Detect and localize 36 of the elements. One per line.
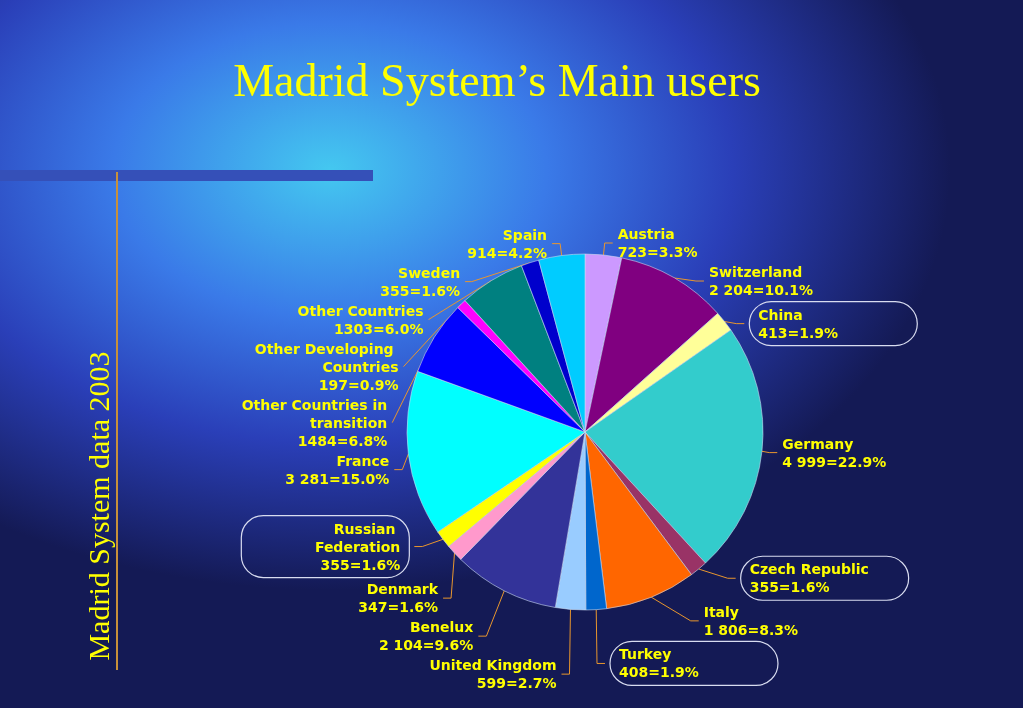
slice-label: Russian Federation: [314, 520, 401, 555]
data-label: 914=4.2%: [467, 244, 548, 261]
data-label: 1484=6.8%: [297, 432, 388, 449]
data-label: 408=1.9%: [618, 664, 699, 681]
slice-label: Other Countries in transition: [241, 396, 388, 431]
chart-title: Madrid System’s Main users: [233, 54, 761, 106]
data-label: 413=1.9%: [758, 324, 839, 341]
slice-label: Czech Republic: [749, 561, 869, 578]
data-label: 1 806=8.3%: [703, 621, 799, 638]
text: Madrid System data 2003: [81, 351, 115, 661]
slice-label: Other Developing Countries: [254, 340, 399, 375]
slice-label: Denmark: [366, 581, 439, 598]
slice-label: France: [336, 452, 390, 469]
data-label: 723=3.3%: [617, 244, 698, 261]
slice-label: Switzerland: [708, 264, 803, 281]
data-label: 4 999=22.9%: [782, 453, 887, 470]
slice-label: Other Countries: [297, 302, 424, 319]
data-label: 347=1.6%: [358, 599, 439, 616]
data-label: 2 104=9.6%: [378, 637, 474, 654]
data-label: 355=1.6%: [320, 556, 401, 573]
data-label: 1303=6.0%: [333, 320, 424, 337]
data-label: 599=2.7%: [476, 675, 557, 692]
slice-label: China: [758, 306, 803, 323]
slice-label: Spain: [502, 226, 548, 243]
slice-label: Turkey: [618, 646, 672, 663]
slice-label: Germany: [782, 435, 854, 452]
slice-label: Sweden: [398, 264, 461, 281]
slice-label: United Kingdom: [429, 657, 557, 674]
data-label: 355=1.6%: [749, 579, 830, 596]
data-label: 3 281=15.0%: [285, 470, 390, 487]
slice-label: Italy: [703, 603, 739, 620]
data-label: 355=1.6%: [380, 282, 461, 299]
slice-label: Benelux: [409, 619, 474, 636]
data-label: 2 204=10.1%: [708, 282, 814, 299]
slice-label: Austria: [617, 226, 675, 243]
data-label: 197=0.9%: [318, 376, 399, 393]
